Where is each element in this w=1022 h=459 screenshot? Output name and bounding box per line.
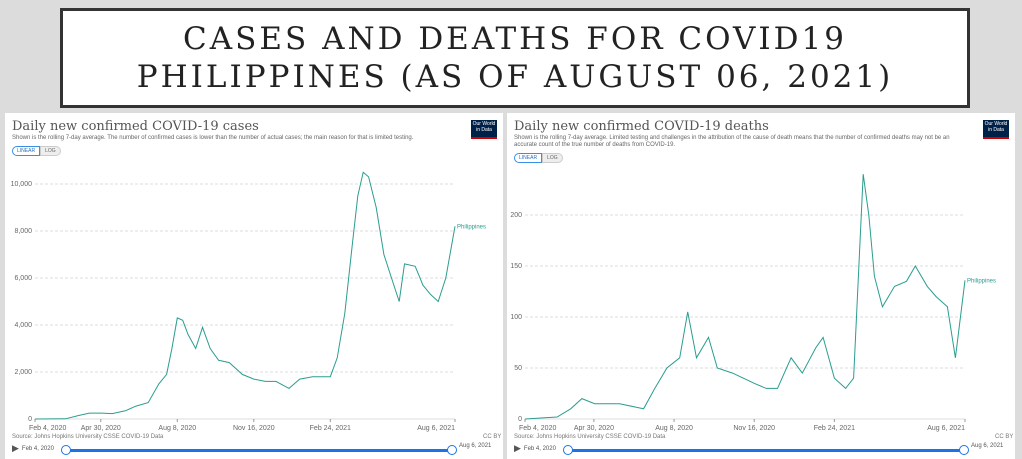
play-icon[interactable]: ▶ [514,443,521,453]
timeline-end-handle[interactable] [447,445,457,455]
source-note: Source: Johns Hopkins University CSSE CO… [12,434,164,440]
timeline-end: Aug 6, 2021 [459,443,492,449]
log-toggle[interactable]: LOG [40,146,61,156]
timeline-end-handle[interactable] [959,445,969,455]
x-tick-label: Aug 8, 2020 [655,425,693,432]
timeline-track[interactable] [67,449,449,452]
x-tick-label: Aug 6, 2021 [927,425,965,432]
linear-toggle[interactable]: LINEAR [514,153,543,163]
series-label: Philippines [967,278,996,284]
chart-title: Daily new confirmed COVID-19 deaths [514,119,769,134]
y-tick-label: 50 [514,365,522,372]
header-line-1: CASES AND DEATHS FOR COVID19 [183,21,847,57]
timeline-start-handle[interactable] [563,445,573,455]
owid-logo: Our World in Data [983,120,1009,139]
y-tick-label: 150 [510,263,522,270]
header-line-2: PHILIPPINES (AS OF AUGUST 06, 2021) [136,59,894,95]
x-tick-label: Feb 4, 2020 [519,425,556,432]
y-tick-label: 0 [518,416,522,423]
x-tick-label: Nov 16, 2020 [233,425,275,432]
license-note: CC BY [995,434,1014,440]
timeline-end: Aug 6, 2021 [971,443,1004,449]
y-tick-label: 10,000 [11,181,33,188]
x-tick-label: Aug 6, 2021 [417,425,455,432]
series-line-philippines [34,171,456,420]
y-tick-label: 8,000 [14,228,32,235]
chart-subtitle: Shown is the rolling 7-day average. Limi… [514,135,950,148]
chart-subtitle: Shown is the rolling 7-day average. The … [12,135,414,141]
log-toggle[interactable]: LOG [542,153,563,163]
x-tick-label: Feb 24, 2021 [814,425,855,432]
x-tick-label: Nov 16, 2020 [733,425,775,432]
license-note: CC BY [483,434,502,440]
x-tick-label: Feb 4, 2020 [29,425,66,432]
timeline-start: Feb 4, 2020 [523,445,556,452]
play-icon[interactable]: ▶ [12,443,19,453]
x-tick-label: Apr 30, 2020 [574,425,614,432]
y-tick-label: 2,000 [14,369,32,376]
x-tick-label: Apr 30, 2020 [81,425,121,432]
cases-chart-panel: Daily new confirmed COVID-19 cases Shown… [5,113,503,459]
series-line-philippines [524,174,966,420]
y-tick-label: 6,000 [14,275,32,282]
y-tick-label: 4,000 [14,322,32,329]
source-note: Source: Johns Hopkins University CSSE CO… [514,434,666,440]
chart-plot: 0 2,000 4,000 6,000 8,000 10,000 Feb 4, 2020 Ap… [11,171,486,432]
y-tick-label: 200 [510,212,522,219]
chart-title: Daily new confirmed COVID-19 cases [12,119,259,134]
y-tick-label: 100 [510,314,522,321]
x-tick-label: Feb 24, 2021 [310,425,351,432]
x-tick-label: Aug 8, 2020 [158,425,196,432]
timeline-start-handle[interactable] [61,445,71,455]
series-label: Philippines [457,224,486,230]
timeline-start: Feb 4, 2020 [21,445,54,452]
deaths-chart-panel: Daily new confirmed COVID-19 deaths Show… [507,113,1015,459]
linear-toggle[interactable]: LINEAR [12,146,41,156]
owid-logo: Our World in Data [471,120,497,139]
y-tick-label: 0 [28,416,32,423]
header-banner: CASES AND DEATHS FOR COVID19 PHILIPPINES… [60,8,970,108]
chart-plot: 0 50 100 150 200 Feb 4, 2020 Apr 30, 2020 Aug 8… [510,174,996,432]
timeline-track[interactable] [569,449,961,452]
